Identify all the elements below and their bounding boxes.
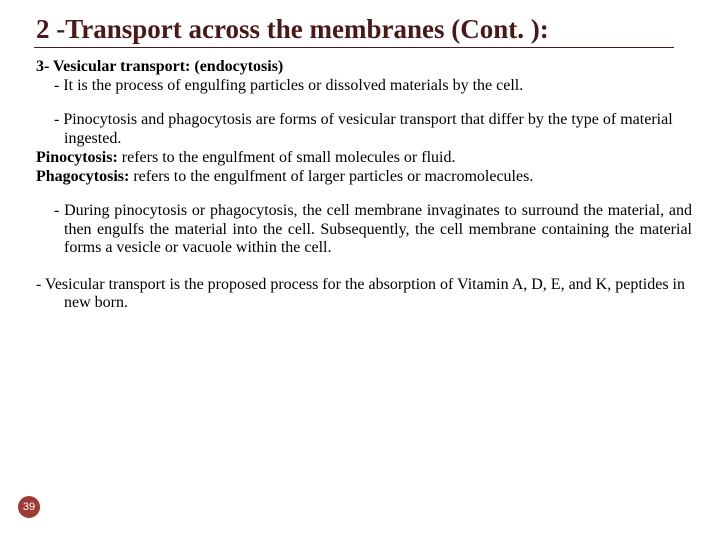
phagocytosis-def: Phagocytosis: refers to the engulfment o… [36, 167, 692, 186]
phagocytosis-text: refers to the engulfment of larger parti… [129, 168, 533, 185]
slide-title: 2 -Transport across the membranes (Cont.… [36, 14, 692, 45]
page-number-badge: 39 [18, 496, 40, 518]
intro-bullet: - It is the process of engulfing particl… [54, 76, 692, 95]
process-bullet: - During pinocytosis or phagocytosis, th… [54, 202, 692, 257]
intro-text: It is the process of engulfing particles… [63, 77, 523, 94]
title-underline [34, 47, 674, 48]
pinocytosis-text: refers to the engulfment of small molecu… [118, 149, 456, 166]
process-text: During pinocytosis or phagocytosis, the … [64, 202, 692, 256]
section-heading: 3- Vesicular transport: (endocytosis) [36, 58, 692, 76]
page-number: 39 [23, 501, 35, 513]
forms-text: Pinocytosis and phagocytosis are forms o… [63, 111, 672, 146]
pinocytosis-def: Pinocytosis: refers to the engulfment of… [36, 148, 692, 167]
last-text: - Vesicular transport is the proposed pr… [36, 276, 685, 311]
phagocytosis-label: Phagocytosis: [36, 168, 129, 185]
forms-bullet: - Pinocytosis and phagocytosis are forms… [54, 111, 692, 148]
last-paragraph: - Vesicular transport is the proposed pr… [36, 276, 692, 313]
pinocytosis-label: Pinocytosis: [36, 149, 118, 166]
